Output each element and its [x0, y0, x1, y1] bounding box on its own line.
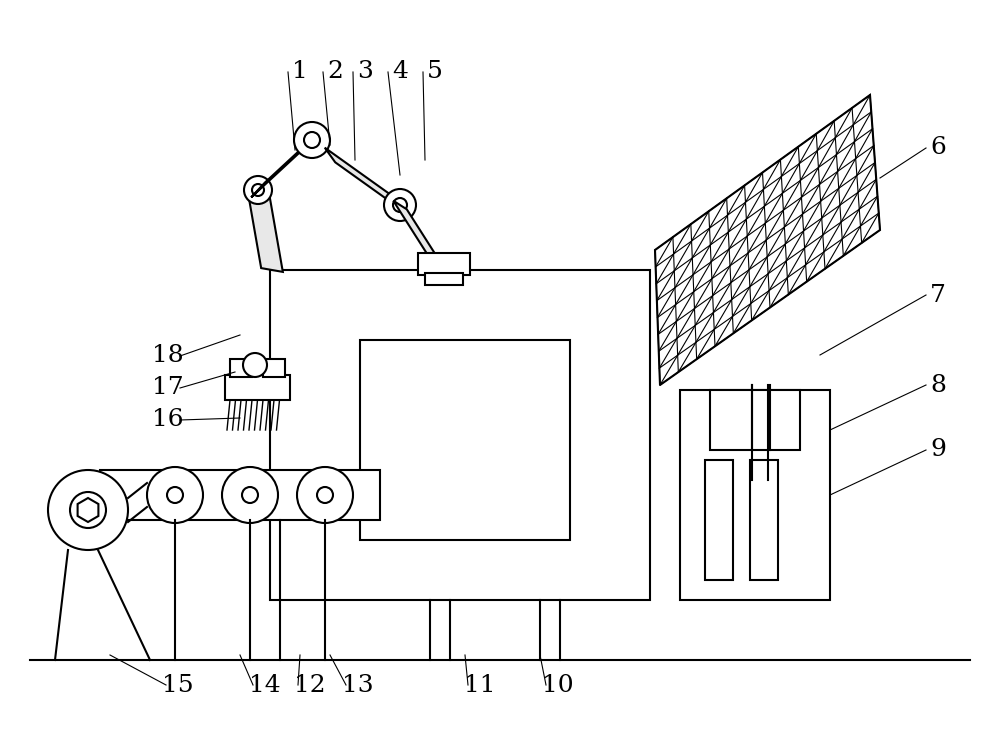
- Polygon shape: [393, 201, 442, 265]
- Circle shape: [317, 487, 333, 503]
- Polygon shape: [247, 188, 283, 272]
- Bar: [425, 273, 463, 285]
- Bar: [705, 460, 733, 580]
- Circle shape: [393, 198, 407, 212]
- Text: 11: 11: [464, 674, 496, 697]
- Text: 1: 1: [292, 61, 308, 84]
- Text: 5: 5: [427, 61, 443, 84]
- Polygon shape: [325, 147, 405, 213]
- Bar: [750, 460, 778, 580]
- Circle shape: [222, 467, 278, 523]
- Bar: [360, 340, 570, 540]
- Circle shape: [384, 189, 416, 221]
- Text: 12: 12: [294, 674, 326, 697]
- Circle shape: [167, 487, 183, 503]
- Text: 18: 18: [152, 345, 184, 368]
- Text: 16: 16: [152, 408, 184, 431]
- Bar: [100, 470, 380, 520]
- Polygon shape: [78, 498, 98, 522]
- Bar: [418, 253, 470, 275]
- Text: 10: 10: [542, 674, 574, 697]
- Circle shape: [252, 184, 264, 196]
- Polygon shape: [251, 133, 319, 197]
- Polygon shape: [655, 95, 880, 385]
- Circle shape: [70, 492, 106, 528]
- Text: 9: 9: [930, 439, 946, 462]
- Bar: [230, 359, 252, 377]
- Bar: [680, 390, 830, 600]
- Text: 7: 7: [930, 284, 946, 307]
- Text: 3: 3: [357, 61, 373, 84]
- Circle shape: [297, 467, 353, 523]
- Bar: [710, 390, 800, 450]
- Text: 6: 6: [930, 136, 946, 159]
- Circle shape: [304, 132, 320, 148]
- Circle shape: [294, 122, 330, 158]
- Text: 8: 8: [930, 373, 946, 396]
- Text: 2: 2: [327, 61, 343, 84]
- Circle shape: [147, 467, 203, 523]
- Bar: [270, 270, 650, 600]
- Circle shape: [48, 470, 128, 550]
- Text: 17: 17: [152, 376, 184, 399]
- Text: 15: 15: [162, 674, 194, 697]
- Circle shape: [243, 353, 267, 377]
- Circle shape: [242, 487, 258, 503]
- Circle shape: [244, 176, 272, 204]
- Text: 14: 14: [249, 674, 281, 697]
- Text: 4: 4: [392, 61, 408, 84]
- Text: 13: 13: [342, 674, 374, 697]
- Bar: [263, 359, 285, 377]
- Bar: [225, 375, 290, 400]
